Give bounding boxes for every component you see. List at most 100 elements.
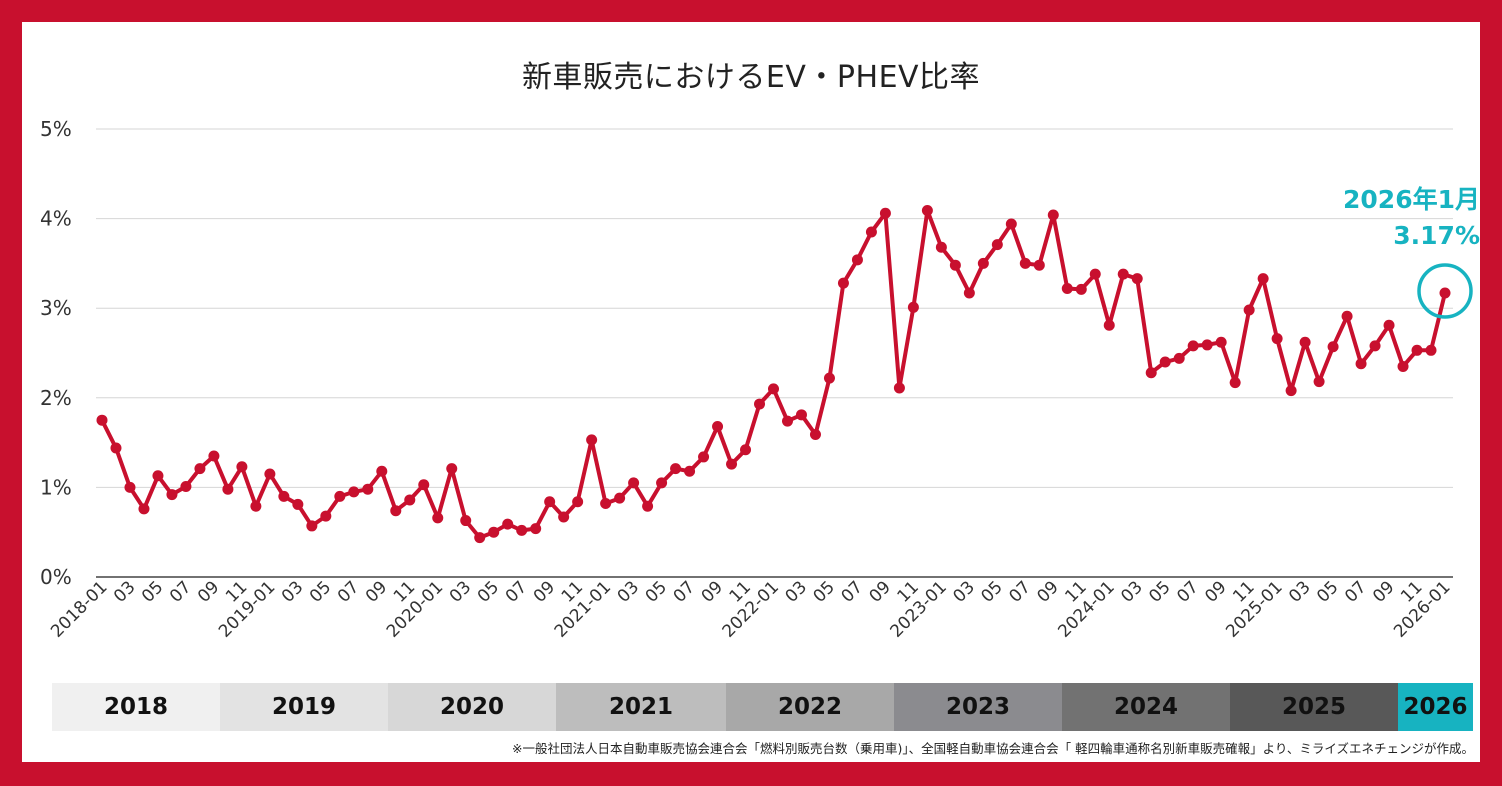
x-tick-label: 07 bbox=[838, 577, 867, 606]
x-tick-label: 03 bbox=[949, 577, 978, 606]
source-footnote: ※一般社団法人日本自動車販売協会連合会「燃料別販売台数（乗用車)」、全国軽自動車… bbox=[512, 738, 1474, 757]
data-point bbox=[1034, 260, 1045, 271]
data-point bbox=[908, 302, 919, 313]
year-band-2019: 2019 bbox=[220, 683, 388, 731]
data-point bbox=[264, 468, 275, 479]
data-point bbox=[236, 461, 247, 472]
data-point bbox=[1020, 258, 1031, 269]
data-point bbox=[292, 499, 303, 510]
x-tick-label: 09 bbox=[194, 577, 223, 606]
data-point bbox=[950, 260, 961, 271]
data-point bbox=[894, 382, 905, 393]
data-point bbox=[334, 491, 345, 502]
data-point bbox=[1342, 311, 1353, 322]
data-point bbox=[698, 451, 709, 462]
data-point bbox=[1146, 367, 1157, 378]
data-point bbox=[1314, 376, 1325, 387]
data-point bbox=[306, 520, 317, 531]
data-point bbox=[348, 486, 359, 497]
callout-date: 2026年1月 bbox=[1300, 182, 1480, 218]
data-point bbox=[1230, 377, 1241, 388]
data-point bbox=[110, 442, 121, 453]
data-point bbox=[1412, 345, 1423, 356]
year-band-2025: 2025 bbox=[1230, 683, 1398, 731]
data-point bbox=[418, 479, 429, 490]
data-point bbox=[1272, 333, 1283, 344]
data-point bbox=[754, 399, 765, 410]
x-tick-label: 03 bbox=[1117, 577, 1146, 606]
data-point bbox=[1440, 287, 1451, 298]
data-point bbox=[1076, 284, 1087, 295]
year-band-2020: 2020 bbox=[388, 683, 556, 731]
data-point bbox=[1006, 218, 1017, 229]
line-chart: 0%1%2%3%4%5%2018-0103050709112019-010305… bbox=[0, 0, 1502, 786]
data-point bbox=[586, 434, 597, 445]
y-tick-label: 2% bbox=[40, 386, 72, 410]
data-point bbox=[1118, 269, 1129, 280]
data-point bbox=[600, 498, 611, 509]
year-band-2023: 2023 bbox=[894, 683, 1062, 731]
x-tick-label: 07 bbox=[670, 577, 699, 606]
x-tick-label: 09 bbox=[866, 577, 895, 606]
data-point bbox=[1062, 283, 1073, 294]
x-tick-label: 2024-01 bbox=[1054, 577, 1118, 641]
data-point bbox=[628, 477, 639, 488]
x-tick-label: 2023-01 bbox=[887, 577, 951, 641]
data-point bbox=[1202, 339, 1213, 350]
x-tick-label: 2019-01 bbox=[215, 577, 279, 641]
data-point bbox=[488, 527, 499, 538]
data-point bbox=[446, 463, 457, 474]
year-band-strip: 2018 2019 2020 2021 2022 2023 2024 2025 2026 bbox=[52, 683, 1473, 731]
data-point bbox=[712, 421, 723, 432]
data-point bbox=[642, 501, 653, 512]
x-tick-label: 2020-01 bbox=[383, 577, 447, 641]
year-band-2026: 2026 bbox=[1398, 683, 1473, 731]
data-point bbox=[726, 459, 737, 470]
data-point bbox=[866, 227, 877, 238]
x-tick-label: 03 bbox=[614, 577, 643, 606]
data-point bbox=[166, 489, 177, 500]
data-point bbox=[978, 258, 989, 269]
x-tick-label: 2025-01 bbox=[1222, 577, 1286, 641]
data-point bbox=[684, 466, 695, 477]
x-tick-label: 05 bbox=[1145, 577, 1174, 606]
x-tick-label: 09 bbox=[1369, 577, 1398, 606]
data-point bbox=[838, 278, 849, 289]
x-tick-label: 07 bbox=[166, 577, 195, 606]
x-tick-label: 05 bbox=[138, 577, 167, 606]
data-point bbox=[376, 466, 387, 477]
data-point bbox=[404, 494, 415, 505]
data-point bbox=[1090, 269, 1101, 280]
data-point bbox=[1048, 210, 1059, 221]
y-tick-label: 1% bbox=[40, 475, 72, 499]
data-point bbox=[544, 496, 555, 507]
data-point bbox=[810, 429, 821, 440]
data-point bbox=[194, 463, 205, 474]
data-point bbox=[1286, 385, 1297, 396]
data-point bbox=[1370, 340, 1381, 351]
data-point bbox=[460, 515, 471, 526]
data-point bbox=[1216, 337, 1227, 348]
data-point bbox=[1132, 273, 1143, 284]
data-point bbox=[656, 477, 667, 488]
data-point bbox=[180, 481, 191, 492]
x-tick-label: 05 bbox=[810, 577, 839, 606]
data-point bbox=[1426, 345, 1437, 356]
x-tick-label: 07 bbox=[1005, 577, 1034, 606]
data-point bbox=[880, 208, 891, 219]
data-point bbox=[530, 523, 541, 534]
x-tick-label: 09 bbox=[362, 577, 391, 606]
data-point bbox=[1328, 341, 1339, 352]
x-tick-label: 03 bbox=[110, 577, 139, 606]
data-point bbox=[740, 444, 751, 455]
data-point bbox=[1174, 353, 1185, 364]
x-tick-label: 07 bbox=[334, 577, 363, 606]
year-band-2021: 2021 bbox=[556, 683, 726, 731]
data-point bbox=[502, 519, 513, 530]
data-point bbox=[432, 512, 443, 523]
data-point bbox=[390, 505, 401, 516]
data-point bbox=[1188, 340, 1199, 351]
data-point bbox=[1384, 320, 1395, 331]
year-band-2022: 2022 bbox=[726, 683, 894, 731]
data-point bbox=[936, 242, 947, 253]
